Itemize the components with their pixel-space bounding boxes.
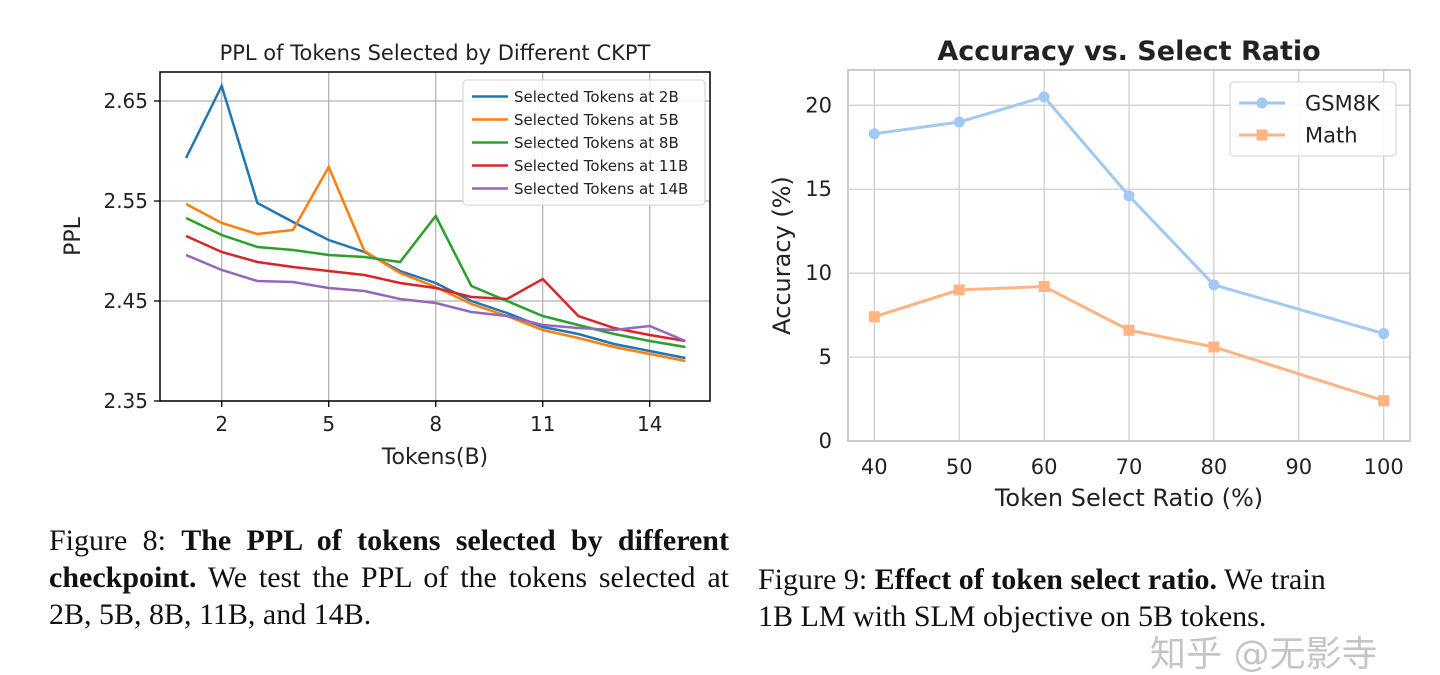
figure-9-caption: Figure 9: Effect of token select ratio. … (758, 561, 1423, 635)
data-point (1378, 395, 1390, 407)
y-tick-label: 0 (819, 429, 832, 453)
y-tick-label: 2.65 (103, 89, 148, 113)
chart-1: 2 5 8 11 14 2.35 2.45 2.55 2.65 PPL of Tokens Sel… (61, 41, 711, 470)
plot-frame (847, 69, 1411, 442)
series-line-selected-tokens-at-14b (185, 253, 686, 343)
legend-label: Selected Tokens at 2B (514, 88, 679, 106)
data-point (1123, 324, 1135, 336)
x-tick-label: 60 (1031, 455, 1058, 479)
caption-bold: The PPL of tokens selected by different … (49, 524, 729, 594)
x-axis-label: Token Select Ratio (%) (994, 484, 1263, 512)
data-point (953, 116, 965, 128)
legend: Selected Tokens at 2B Selected Tokens at … (462, 79, 706, 206)
legend-box (1229, 81, 1397, 157)
legend-label: GSM8K (1305, 92, 1381, 116)
caption-text-line2: 1B LM with SLM objective on 5B tokens. (758, 600, 1267, 633)
legend-label: Math (1305, 124, 1358, 148)
data-point (953, 284, 965, 296)
x-tick-label: 90 (1285, 455, 1312, 479)
series-line-math (873, 285, 1385, 403)
caption-text: We test the PPL of the tokens selected a… (49, 561, 729, 631)
chart-title: Accuracy vs. Select Ratio (937, 36, 1320, 67)
x-tick-label: 40 (861, 455, 888, 479)
watermark: 知乎 @无影寺 (1150, 634, 1378, 675)
x-tick-label: 14 (637, 412, 662, 436)
legend-marker (1256, 129, 1268, 141)
y-tick-label: 20 (805, 93, 832, 117)
caption-bold: Effect of token select ratio. (874, 563, 1218, 596)
data-point (1208, 341, 1220, 353)
series-line-selected-tokens-at-11b (185, 234, 686, 343)
data-point (868, 311, 880, 323)
y-tick-label: 2.35 (103, 389, 148, 413)
figure-8-caption: Figure 8: The PPL of tokens selected by … (49, 522, 729, 633)
data-point (1038, 281, 1050, 293)
x-tick-label: 100 (1364, 455, 1404, 479)
caption-label: Figure 9: (758, 563, 875, 596)
x-tick-label: 5 (322, 412, 335, 436)
y-axis-label: PPL (61, 216, 86, 256)
x-tick-label: 50 (946, 455, 973, 479)
caption-text: We train (1217, 563, 1326, 596)
series-line-selected-tokens-at-2b (184, 82, 686, 360)
legend-label: Selected Tokens at 11B (514, 157, 688, 175)
data-point (1123, 190, 1135, 202)
caption-label: Figure 8: (49, 524, 182, 557)
legend-label: Selected Tokens at 5B (514, 111, 679, 129)
legend-marker (1256, 97, 1268, 109)
x-axis-label: Tokens(B) (381, 445, 488, 470)
data-point (1038, 91, 1050, 103)
y-tick-label: 5 (819, 345, 832, 369)
legend-box (462, 79, 706, 206)
legend-label: Selected Tokens at 8B (514, 134, 679, 152)
y-tick-label: 2.55 (103, 189, 148, 213)
series-line-gsm8k (874, 95, 1385, 336)
data-point (868, 128, 880, 140)
chart-title: PPL of Tokens Selected by Different CKPT (220, 41, 651, 65)
y-tick-label: 10 (805, 261, 832, 285)
y-axis-label: Accuracy (%) (768, 176, 796, 335)
y-tick-label: 15 (805, 177, 832, 201)
data-point (1208, 279, 1220, 291)
x-tick-label: 11 (530, 412, 555, 436)
plot-frame (159, 71, 711, 402)
x-tick-label: 80 (1201, 455, 1228, 479)
legend-label: Selected Tokens at 14B (514, 180, 688, 198)
x-tick-label: 2 (215, 412, 228, 436)
chart-2: 40 50 60 70 80 90 100 0 5 10 15 20 Accuracy vs. Sele… (768, 36, 1411, 512)
legend: GSM8K Math (1229, 81, 1397, 157)
data-point (1378, 328, 1390, 340)
x-tick-label: 8 (429, 412, 442, 436)
y-tick-label: 2.45 (103, 289, 148, 313)
x-tick-label: 70 (1116, 455, 1143, 479)
series-line-selected-tokens-at-8b (185, 213, 686, 349)
